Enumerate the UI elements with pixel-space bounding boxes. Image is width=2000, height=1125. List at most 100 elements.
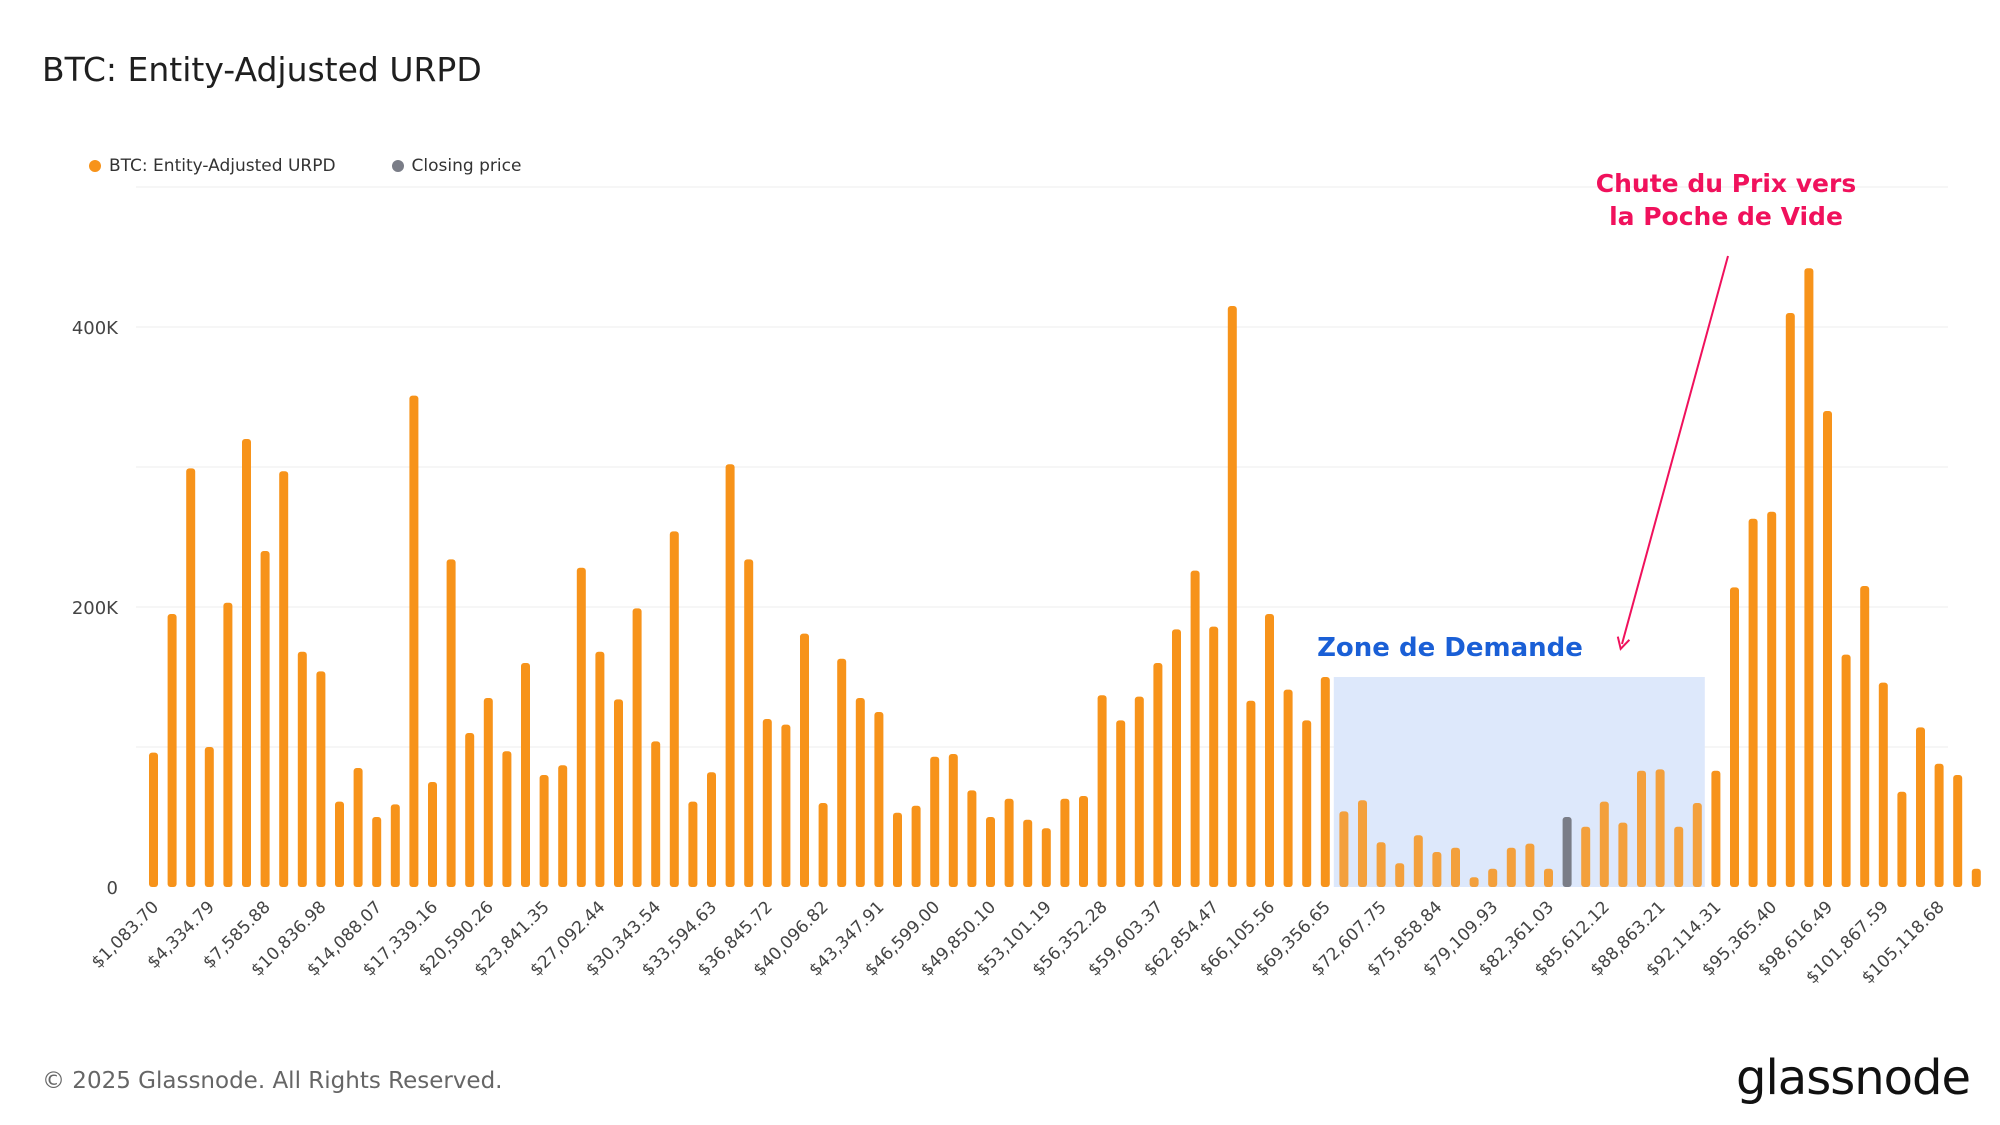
- urpd-bar[interactable]: [948, 754, 958, 887]
- urpd-bar[interactable]: [1172, 629, 1181, 887]
- urpd-bar[interactable]: [1190, 570, 1200, 887]
- urpd-bar[interactable]: [1469, 877, 1479, 887]
- urpd-bar[interactable]: [1525, 843, 1535, 887]
- urpd-bar[interactable]: [1116, 720, 1126, 887]
- urpd-bar[interactable]: [1506, 847, 1516, 887]
- urpd-bar[interactable]: [149, 752, 158, 887]
- urpd-bar[interactable]: [1599, 801, 1609, 887]
- urpd-bar[interactable]: [1637, 770, 1646, 887]
- urpd-bar[interactable]: [335, 801, 344, 887]
- urpd-bar[interactable]: [502, 751, 512, 887]
- urpd-bar[interactable]: [855, 698, 865, 887]
- urpd-bar[interactable]: [1246, 700, 1256, 887]
- urpd-bar[interactable]: [986, 817, 995, 887]
- urpd-bar[interactable]: [1079, 796, 1088, 887]
- urpd-bar[interactable]: [1878, 682, 1888, 887]
- urpd-bar[interactable]: [1302, 720, 1312, 887]
- urpd-bar[interactable]: [316, 671, 326, 887]
- urpd-bar[interactable]: [1841, 654, 1851, 887]
- urpd-bar[interactable]: [223, 602, 233, 887]
- urpd-bar[interactable]: [1581, 826, 1591, 887]
- urpd-bar[interactable]: [669, 531, 679, 887]
- urpd-bar[interactable]: [1320, 677, 1330, 887]
- urpd-bar[interactable]: [428, 782, 437, 887]
- urpd-bar[interactable]: [1376, 842, 1386, 887]
- urpd-bar[interactable]: [1971, 868, 1981, 887]
- urpd-bar[interactable]: [967, 790, 977, 887]
- urpd-bar[interactable]: [558, 765, 568, 887]
- urpd-bar[interactable]: [800, 633, 809, 887]
- urpd-bar[interactable]: [781, 724, 791, 887]
- urpd-bar[interactable]: [874, 712, 884, 887]
- urpd-bar[interactable]: [1674, 826, 1684, 887]
- urpd-bar[interactable]: [1004, 798, 1014, 887]
- urpd-bar[interactable]: [483, 698, 493, 887]
- urpd-bar[interactable]: [1823, 411, 1832, 887]
- urpd-bar[interactable]: [1953, 775, 1963, 887]
- urpd-bar[interactable]: [539, 775, 549, 887]
- closing-price-bar[interactable]: [1562, 817, 1572, 887]
- urpd-bar[interactable]: [707, 772, 716, 887]
- urpd-bar[interactable]: [1209, 626, 1219, 887]
- legend-item-urpd[interactable]: BTC: Entity-Adjusted URPD: [89, 156, 336, 176]
- urpd-bar[interactable]: [651, 741, 661, 887]
- urpd-bar[interactable]: [279, 471, 289, 887]
- urpd-bar[interactable]: [632, 608, 642, 887]
- urpd-bar[interactable]: [521, 663, 530, 887]
- urpd-bar[interactable]: [688, 801, 698, 887]
- urpd-bar[interactable]: [353, 768, 363, 887]
- urpd-bar[interactable]: [1283, 689, 1293, 887]
- urpd-bar[interactable]: [1711, 770, 1721, 887]
- urpd-bar[interactable]: [297, 651, 307, 887]
- urpd-bar[interactable]: [1023, 819, 1033, 887]
- urpd-bar[interactable]: [1265, 614, 1274, 887]
- urpd-bar[interactable]: [260, 551, 270, 887]
- urpd-bar[interactable]: [818, 803, 828, 887]
- urpd-bar[interactable]: [1934, 763, 1944, 887]
- urpd-bar[interactable]: [1692, 803, 1702, 887]
- urpd-bar[interactable]: [1451, 847, 1460, 887]
- legend-item-closing-price[interactable]: Closing price: [391, 156, 521, 176]
- urpd-bar[interactable]: [1488, 868, 1498, 887]
- urpd-bar[interactable]: [1544, 868, 1553, 887]
- urpd-bar[interactable]: [1413, 835, 1423, 887]
- urpd-bar[interactable]: [614, 699, 623, 887]
- urpd-bar[interactable]: [1785, 313, 1795, 887]
- urpd-bar[interactable]: [837, 658, 847, 887]
- urpd-bar[interactable]: [446, 559, 456, 887]
- urpd-bar[interactable]: [1395, 863, 1405, 887]
- urpd-bar[interactable]: [167, 614, 177, 887]
- urpd-bar[interactable]: [595, 651, 605, 887]
- urpd-bar[interactable]: [1860, 586, 1870, 887]
- urpd-bar[interactable]: [242, 439, 251, 887]
- urpd-bar[interactable]: [1060, 798, 1070, 887]
- urpd-bar[interactable]: [1432, 852, 1442, 887]
- urpd-bar[interactable]: [1134, 696, 1144, 887]
- urpd-bar[interactable]: [409, 395, 419, 887]
- urpd-bar[interactable]: [1097, 695, 1107, 887]
- urpd-bar[interactable]: [1748, 518, 1758, 887]
- urpd-bar[interactable]: [1655, 769, 1665, 887]
- urpd-bar[interactable]: [576, 567, 586, 887]
- urpd-bar[interactable]: [186, 468, 196, 887]
- urpd-bar[interactable]: [1227, 306, 1237, 887]
- urpd-bar[interactable]: [1916, 727, 1925, 887]
- urpd-bar[interactable]: [725, 464, 735, 887]
- urpd-bar[interactable]: [744, 559, 754, 887]
- urpd-bar[interactable]: [1618, 822, 1628, 887]
- urpd-bar[interactable]: [911, 805, 921, 887]
- urpd-bar[interactable]: [1730, 587, 1739, 887]
- urpd-bar[interactable]: [1897, 791, 1907, 887]
- urpd-bar[interactable]: [1041, 828, 1051, 887]
- urpd-bar[interactable]: [762, 719, 772, 887]
- urpd-bar[interactable]: [1358, 800, 1367, 887]
- urpd-bar[interactable]: [372, 817, 382, 887]
- urpd-bar[interactable]: [1153, 663, 1163, 887]
- urpd-bar[interactable]: [930, 756, 940, 887]
- urpd-bar[interactable]: [204, 747, 214, 887]
- urpd-bar[interactable]: [1339, 811, 1349, 887]
- urpd-bar[interactable]: [893, 812, 902, 887]
- urpd-bar[interactable]: [1767, 511, 1777, 887]
- urpd-bar[interactable]: [1804, 268, 1814, 887]
- urpd-bar[interactable]: [390, 804, 400, 887]
